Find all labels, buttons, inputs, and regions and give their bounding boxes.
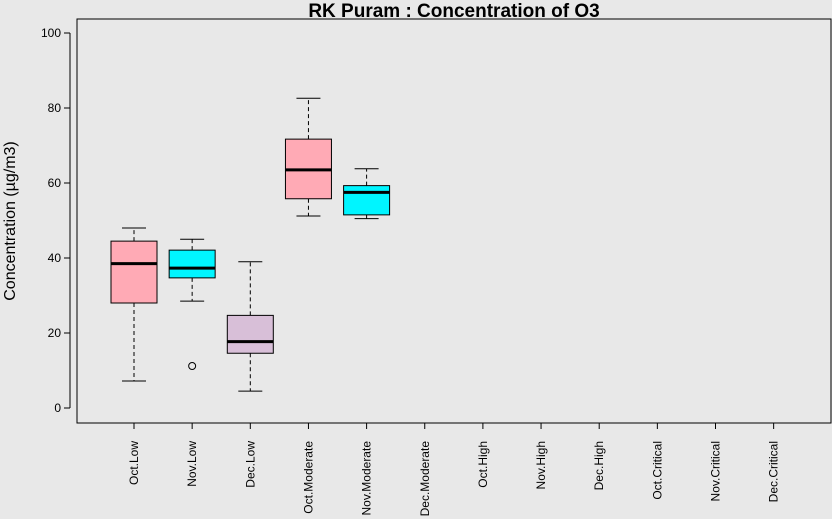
x-axis: Oct.Low Nov.Low Dec.Low Oct.Moderate Nov.Mod… <box>127 422 781 517</box>
x-tick-label: Dec.Low <box>243 441 257 488</box>
y-tick-label: 80 <box>48 101 62 115</box>
iqr-box <box>168 249 216 279</box>
x-tick-label: Nov.High <box>534 441 548 489</box>
y-tick-label: 20 <box>48 326 62 340</box>
y-tick-label: 100 <box>41 26 61 40</box>
x-tick-label: Oct.Low <box>127 441 141 485</box>
iqr-box <box>343 185 391 216</box>
y-tick-label: 60 <box>48 176 62 190</box>
x-tick-label: Oct.Critical <box>650 441 664 500</box>
y-tick-label: 40 <box>48 251 62 265</box>
y-axis-label: Concentration (µg/m3) <box>2 141 19 301</box>
box-oct-moderate <box>284 97 332 217</box>
box-nov-low <box>168 238 216 370</box>
iqr-box <box>226 314 274 354</box>
outlier-point <box>188 362 197 370</box>
x-tick-label: Nov.Moderate <box>360 441 374 516</box>
chart-title: RK Puram : Concentration of O3 <box>308 1 599 22</box>
box-series <box>110 97 391 392</box>
x-tick-label: Nov.Low <box>185 441 199 487</box>
x-tick-label: Nov.Critical <box>709 441 723 501</box>
y-tick-label: 0 <box>54 401 61 415</box>
box-dec-low <box>226 261 274 392</box>
iqr-box <box>110 240 158 304</box>
x-tick-label: Dec.Critical <box>767 441 781 502</box>
box-nov-moderate <box>343 168 391 220</box>
x-tick-label: Oct.High <box>476 441 490 488</box>
box-oct-low <box>110 227 158 382</box>
y-axis: 0 20 40 60 80 100 <box>41 26 71 415</box>
x-tick-label: Oct.Moderate <box>301 441 315 514</box>
plot-frame <box>76 18 832 424</box>
x-tick-label: Dec.High <box>592 441 606 490</box>
x-tick-label: Dec.Moderate <box>418 441 432 517</box>
